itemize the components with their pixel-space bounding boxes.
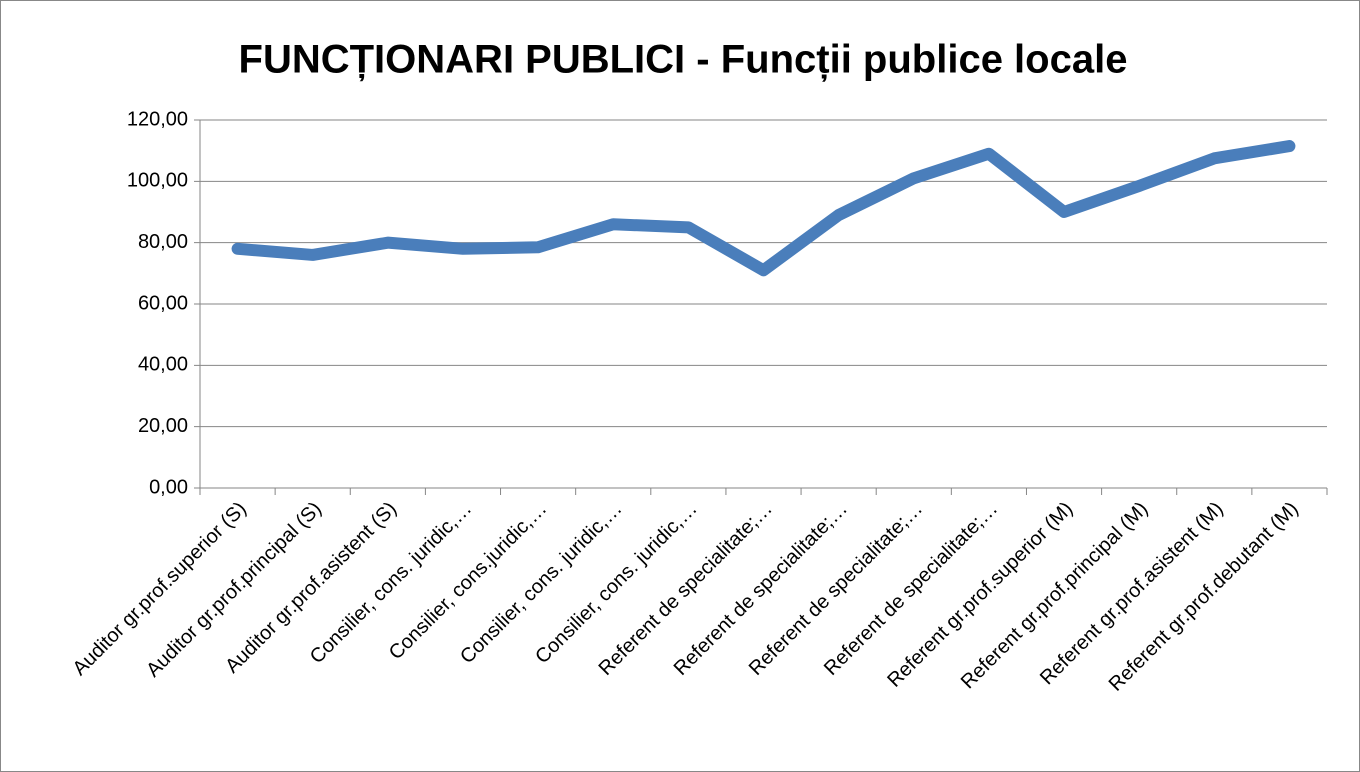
y-tick-label: 40,00 — [138, 354, 188, 376]
y-tick-label: 80,00 — [138, 231, 188, 253]
y-tick-label: 60,00 — [138, 292, 188, 314]
y-tick-label: 120,00 — [127, 108, 188, 130]
y-tick-label: 100,00 — [127, 170, 188, 192]
line-series — [231, 140, 1296, 277]
y-tick-label: 0,00 — [149, 476, 188, 498]
chart-title: FUNCȚIONARI PUBLICI - Funcții publice lo… — [239, 38, 1128, 82]
y-tick-label: 20,00 — [138, 415, 188, 437]
